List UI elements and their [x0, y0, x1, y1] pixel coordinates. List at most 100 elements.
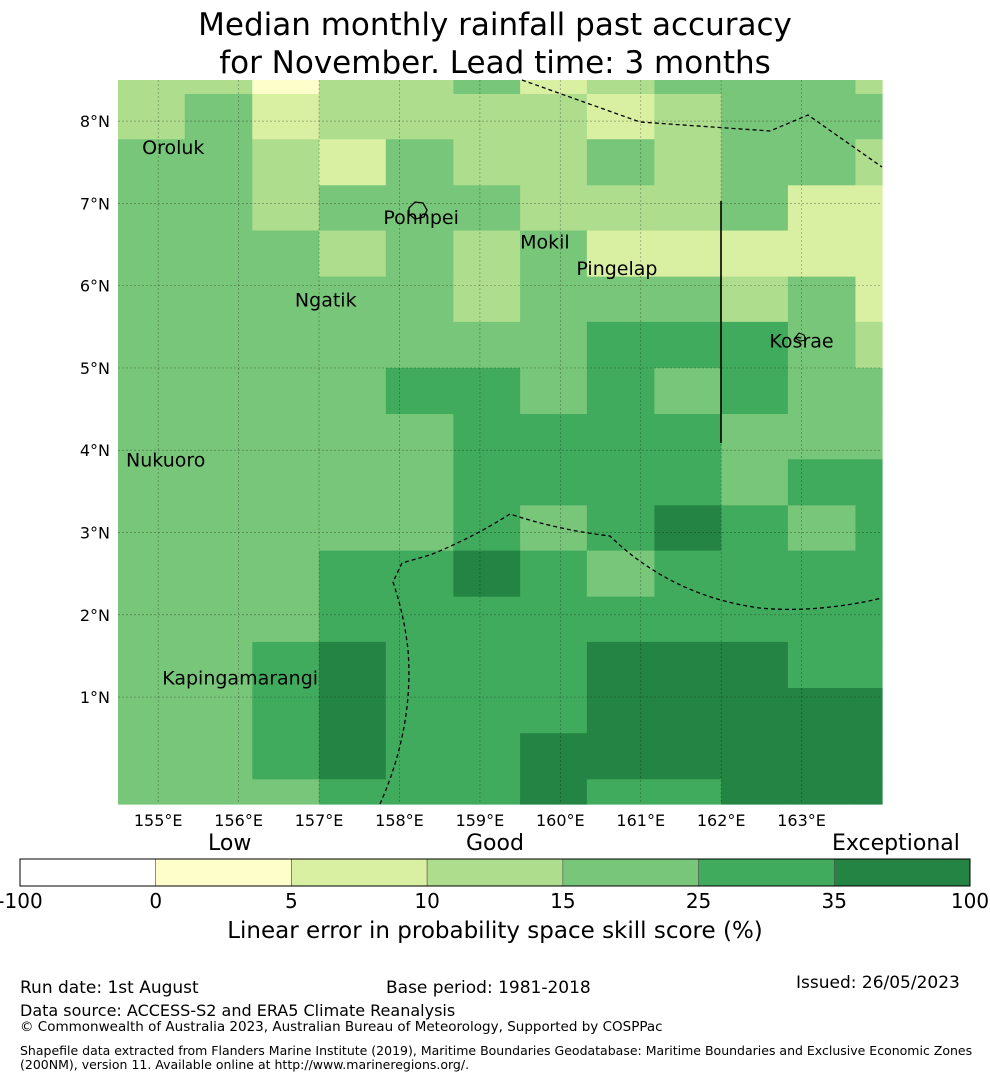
skill-cell [855, 550, 883, 598]
skill-cell [252, 93, 320, 140]
colorbar-tick-label: 5 [285, 889, 298, 913]
skill-cell [385, 688, 454, 734]
skill-cell [586, 596, 655, 643]
skill-cell [520, 596, 588, 643]
y-tick-label: 8°N [80, 112, 110, 131]
skill-cell [520, 550, 588, 598]
colorbar-tick-label: -100 [0, 889, 43, 913]
skill-cell [787, 641, 857, 689]
skill-cell [319, 276, 387, 323]
skill-cell [252, 139, 320, 186]
skill-cell [855, 414, 883, 460]
skill-cell [319, 185, 387, 232]
colorbar-tick-label: 25 [685, 889, 712, 913]
skill-cell [721, 93, 789, 140]
colorbar-tick-label: 15 [550, 889, 576, 913]
skill-cell [118, 276, 186, 323]
colorbar-title: Linear error in probability space skill … [227, 918, 763, 944]
skill-grid [118, 80, 883, 805]
skill-cell [787, 139, 857, 186]
pohnpei-island-outline [408, 201, 428, 220]
skill-cell [721, 230, 789, 278]
skill-cell [855, 688, 883, 734]
skill-cell [453, 139, 521, 186]
x-tick-label: 163°E [777, 811, 826, 830]
skill-cell [252, 779, 320, 805]
y-tick-label: 7°N [80, 194, 110, 213]
skill-cell [787, 596, 857, 643]
skill-cell [118, 367, 186, 415]
skill-cell [385, 139, 454, 186]
skill-cell [319, 505, 387, 552]
skill-cell [184, 688, 253, 734]
skill-cell [721, 505, 789, 552]
skill-cell [855, 733, 883, 780]
colorbar-bin [562, 858, 699, 887]
colorbar-low-label: Low [208, 831, 252, 856]
skill-cell [787, 459, 857, 506]
maritime-boundaries [379, 79, 883, 805]
skill-cell [787, 688, 857, 734]
skill-cell [721, 276, 789, 323]
skill-cell [118, 505, 186, 552]
skill-cell [654, 505, 722, 552]
skill-cell [385, 596, 454, 643]
issued-date: Issued: 26/05/2023 [796, 973, 960, 993]
skill-cell [319, 93, 387, 140]
x-tick-label: 159°E [456, 811, 505, 830]
skill-cell [252, 641, 320, 689]
skill-cell [184, 185, 253, 232]
y-tick-label: 2°N [80, 606, 110, 625]
skill-cell [520, 185, 588, 232]
skill-cell [721, 688, 789, 734]
skill-cell [520, 505, 588, 552]
skill-cell [787, 414, 857, 460]
place-label: Nukuoro [126, 450, 205, 472]
y-tick-label: 4°N [80, 441, 110, 460]
skill-cell [252, 550, 320, 598]
skill-cell [184, 550, 253, 598]
skill-cell [787, 230, 857, 278]
skill-cell [855, 230, 883, 278]
skill-cell [453, 688, 521, 734]
shapefile-credit-line1: Shapefile data extracted from Flanders M… [20, 1043, 973, 1058]
colorbar-tick-label: 10 [414, 889, 440, 913]
x-tick-label: 158°E [375, 811, 424, 830]
skill-cell [453, 80, 521, 95]
skill-cell [586, 550, 655, 598]
skill-cell [453, 185, 521, 232]
skill-cell [252, 80, 320, 95]
skill-cell [453, 321, 521, 369]
skill-cell [855, 139, 883, 186]
place-label: Pingelap [576, 258, 657, 280]
skill-cell [453, 367, 521, 415]
skill-cell [319, 733, 387, 780]
skill-cell [520, 80, 588, 95]
skill-cell [654, 367, 722, 415]
skill-cell [721, 641, 789, 689]
skill-cell [855, 185, 883, 232]
skill-cell [385, 80, 454, 95]
skill-cell [855, 80, 883, 95]
data-source: Data source: ACCESS-S2 and ERA5 Climate … [20, 1001, 456, 1020]
y-tick-label: 6°N [80, 277, 110, 296]
skill-cell [453, 779, 521, 805]
skill-cell [787, 505, 857, 552]
place-label: Mokil [520, 232, 570, 254]
skill-cell [586, 505, 655, 552]
skill-cell [721, 779, 789, 805]
skill-cell [721, 185, 789, 232]
skill-cell [787, 733, 857, 780]
skill-cell [184, 93, 253, 140]
skill-cell [654, 641, 722, 689]
skill-cell [319, 321, 387, 369]
skill-cell [855, 505, 883, 552]
place-label: Kosrae [769, 330, 833, 352]
skill-cell [855, 93, 883, 140]
place-labels: Oroluk Pohnpei Mokil Pingelap Ngatik Kosrae Nu… [126, 137, 834, 690]
skill-cell [184, 779, 253, 805]
skill-cell [453, 550, 521, 598]
place-label: Pohnpei [383, 207, 459, 229]
skill-cell [855, 779, 883, 805]
colorbar-tick-label: 0 [149, 889, 163, 913]
